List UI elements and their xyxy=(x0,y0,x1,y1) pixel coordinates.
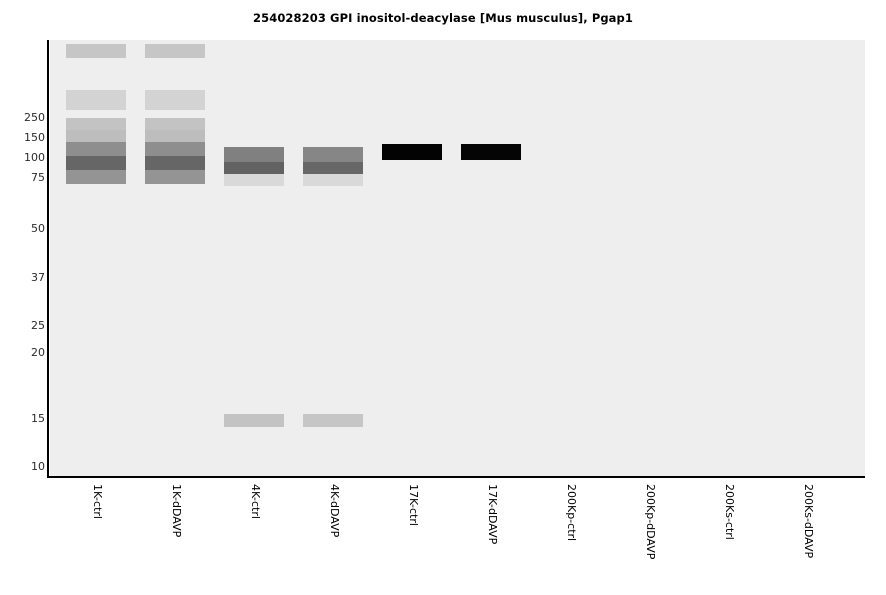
x-axis-tick-label-200ks-ctrl: 200Ks-ctrl xyxy=(723,484,736,540)
x-axis-tick-label-200kp-ctrl: 200Kp-ctrl xyxy=(565,484,578,542)
y-axis-line xyxy=(47,40,49,478)
y-axis-tick-label: 100 xyxy=(24,151,45,164)
gel-band xyxy=(382,144,442,160)
x-axis-tick-label-1k-ctrl: 1K-ctrl xyxy=(91,484,104,519)
gel-band xyxy=(66,130,126,142)
gel-band xyxy=(66,156,126,170)
y-axis-tick-label: 50 xyxy=(31,222,45,235)
gel-band xyxy=(303,174,363,186)
x-axis-line xyxy=(47,476,865,478)
gel-band xyxy=(303,147,363,162)
y-axis-tick-label: 15 xyxy=(31,412,45,425)
x-axis-tick-label-17k-ddavp: 17K-dDAVP xyxy=(486,484,499,545)
gel-band xyxy=(145,130,205,142)
x-axis-tick-label-1k-ddavp: 1K-dDAVP xyxy=(170,484,183,538)
y-axis-tick-labels: 250 150 100 75 50 37 25 20 15 10 xyxy=(0,0,45,595)
gel-band xyxy=(145,170,205,184)
y-axis-tick-label: 20 xyxy=(31,346,45,359)
x-axis-tick-label-17k-ctrl: 17K-ctrl xyxy=(407,484,420,526)
y-axis-tick-label: 75 xyxy=(31,171,45,184)
gel-band xyxy=(145,90,205,110)
gel-plot-area xyxy=(50,40,865,476)
gel-band xyxy=(303,162,363,174)
gel-band xyxy=(145,156,205,170)
gel-band xyxy=(461,144,521,160)
gel-band xyxy=(66,170,126,184)
gel-band xyxy=(145,118,205,130)
y-axis-tick-label: 37 xyxy=(31,271,45,284)
gel-band xyxy=(66,44,126,58)
x-axis-tick-label-200kp-ddavp: 200Kp-dDAVP xyxy=(644,484,657,560)
y-axis-tick-label: 25 xyxy=(31,319,45,332)
y-axis-tick-label: 250 xyxy=(24,111,45,124)
gel-band xyxy=(224,162,284,174)
gel-band xyxy=(224,414,284,427)
gel-band xyxy=(66,142,126,156)
gel-band xyxy=(66,90,126,110)
gel-band xyxy=(303,414,363,427)
x-axis-tick-label-4k-ctrl: 4K-ctrl xyxy=(249,484,262,519)
gel-band xyxy=(145,142,205,156)
y-axis-tick-label: 10 xyxy=(31,460,45,473)
gel-band xyxy=(224,147,284,162)
gel-band xyxy=(66,118,126,130)
gel-band xyxy=(224,174,284,186)
gel-band xyxy=(145,44,205,58)
y-axis-tick-label: 150 xyxy=(24,131,45,144)
page-title: 254028203 GPI inositol-deacylase [Mus mu… xyxy=(253,11,633,25)
x-axis-tick-label-200ks-ddavp: 200Ks-dDAVP xyxy=(802,484,815,559)
x-axis-tick-label-4k-ddavp: 4K-dDAVP xyxy=(328,484,341,538)
